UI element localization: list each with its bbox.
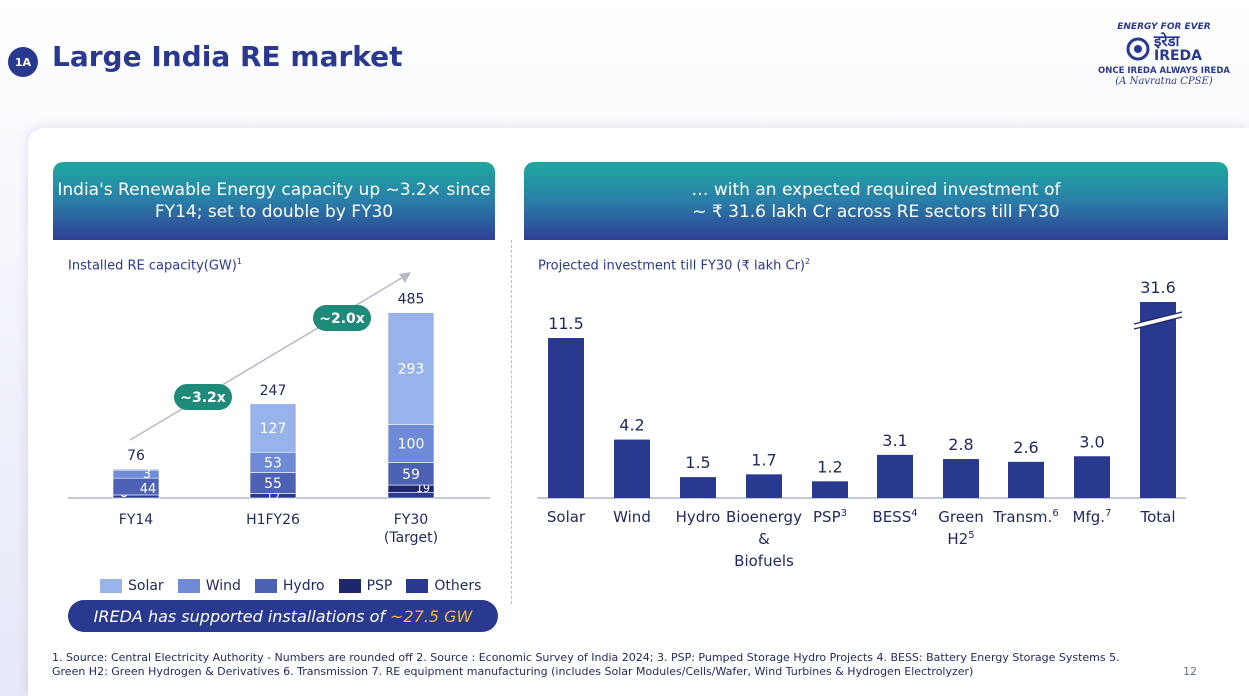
right-panel-heading: … with an expected required investment o… bbox=[524, 162, 1228, 240]
legend-swatch-hydro bbox=[254, 579, 277, 593]
legend-item-solar: Solar bbox=[100, 578, 164, 594]
right-heading-line2: ~ ₹ 31.6 lakh Cr across RE sectors till … bbox=[692, 202, 1060, 222]
legend-item-others: Others bbox=[406, 578, 481, 594]
left-chart-subtitle: Installed RE capacity(GW)1 bbox=[68, 257, 242, 274]
logo-tagline: ENERGY FOR EVER bbox=[1117, 22, 1211, 32]
legend-swatch-others bbox=[406, 579, 429, 593]
logo-mark: इरेडा IREDA bbox=[1098, 34, 1230, 63]
logo-name: IREDA bbox=[1153, 48, 1202, 64]
right-chart-subtitle: Projected investment till FY30 (₹ lakh C… bbox=[538, 257, 811, 274]
banner-highlight: ~27.5 GW bbox=[390, 606, 473, 626]
left-panel-heading: India's Renewable Energy capacity up ~3.… bbox=[53, 162, 495, 240]
legend-item-hydro: Hydro bbox=[254, 578, 325, 594]
panel-divider bbox=[511, 240, 512, 604]
legend-swatch-wind bbox=[177, 579, 200, 593]
legend-swatch-solar bbox=[100, 579, 122, 593]
footnotes: 1. Source: Central Electricity Authority… bbox=[52, 651, 1222, 679]
ireda-logo: ENERGY FOR EVER इरेडा IREDA ONCE IREDA A… bbox=[1098, 22, 1230, 87]
left-heading-line2: FY14; set to double by FY30 bbox=[154, 202, 394, 222]
logo-subtitle: ONCE IREDA ALWAYS IREDA bbox=[1098, 66, 1230, 76]
section-badge: 1A bbox=[8, 47, 38, 77]
logo-hindi: इरेडा bbox=[1153, 32, 1180, 50]
legend-item-psp: PSP bbox=[338, 578, 392, 594]
banner-text: IREDA has supported installations of bbox=[93, 606, 386, 626]
ireda-installations-banner: IREDA has supported installations of ~27… bbox=[68, 600, 498, 632]
legend-item-wind: Wind bbox=[177, 578, 241, 594]
left-heading-line1: India's Renewable Energy capacity up ~3.… bbox=[57, 180, 491, 200]
page-title: Large India RE market bbox=[52, 40, 403, 73]
page-number: 12 bbox=[1183, 665, 1197, 678]
footnote-line2: Green H2: Green Hydrogen & Derivatives 6… bbox=[52, 665, 974, 678]
footnote-line1: 1. Source: Central Electricity Authority… bbox=[52, 651, 1120, 664]
capacity-legend: Solar Wind Hydro PSP Others bbox=[100, 578, 481, 594]
logo-navratna: (A Navratna CPSE) bbox=[1115, 76, 1213, 87]
ireda-emblem-icon bbox=[1126, 37, 1150, 60]
right-heading-line1: … with an expected required investment o… bbox=[691, 180, 1061, 200]
legend-swatch-psp bbox=[338, 579, 361, 593]
